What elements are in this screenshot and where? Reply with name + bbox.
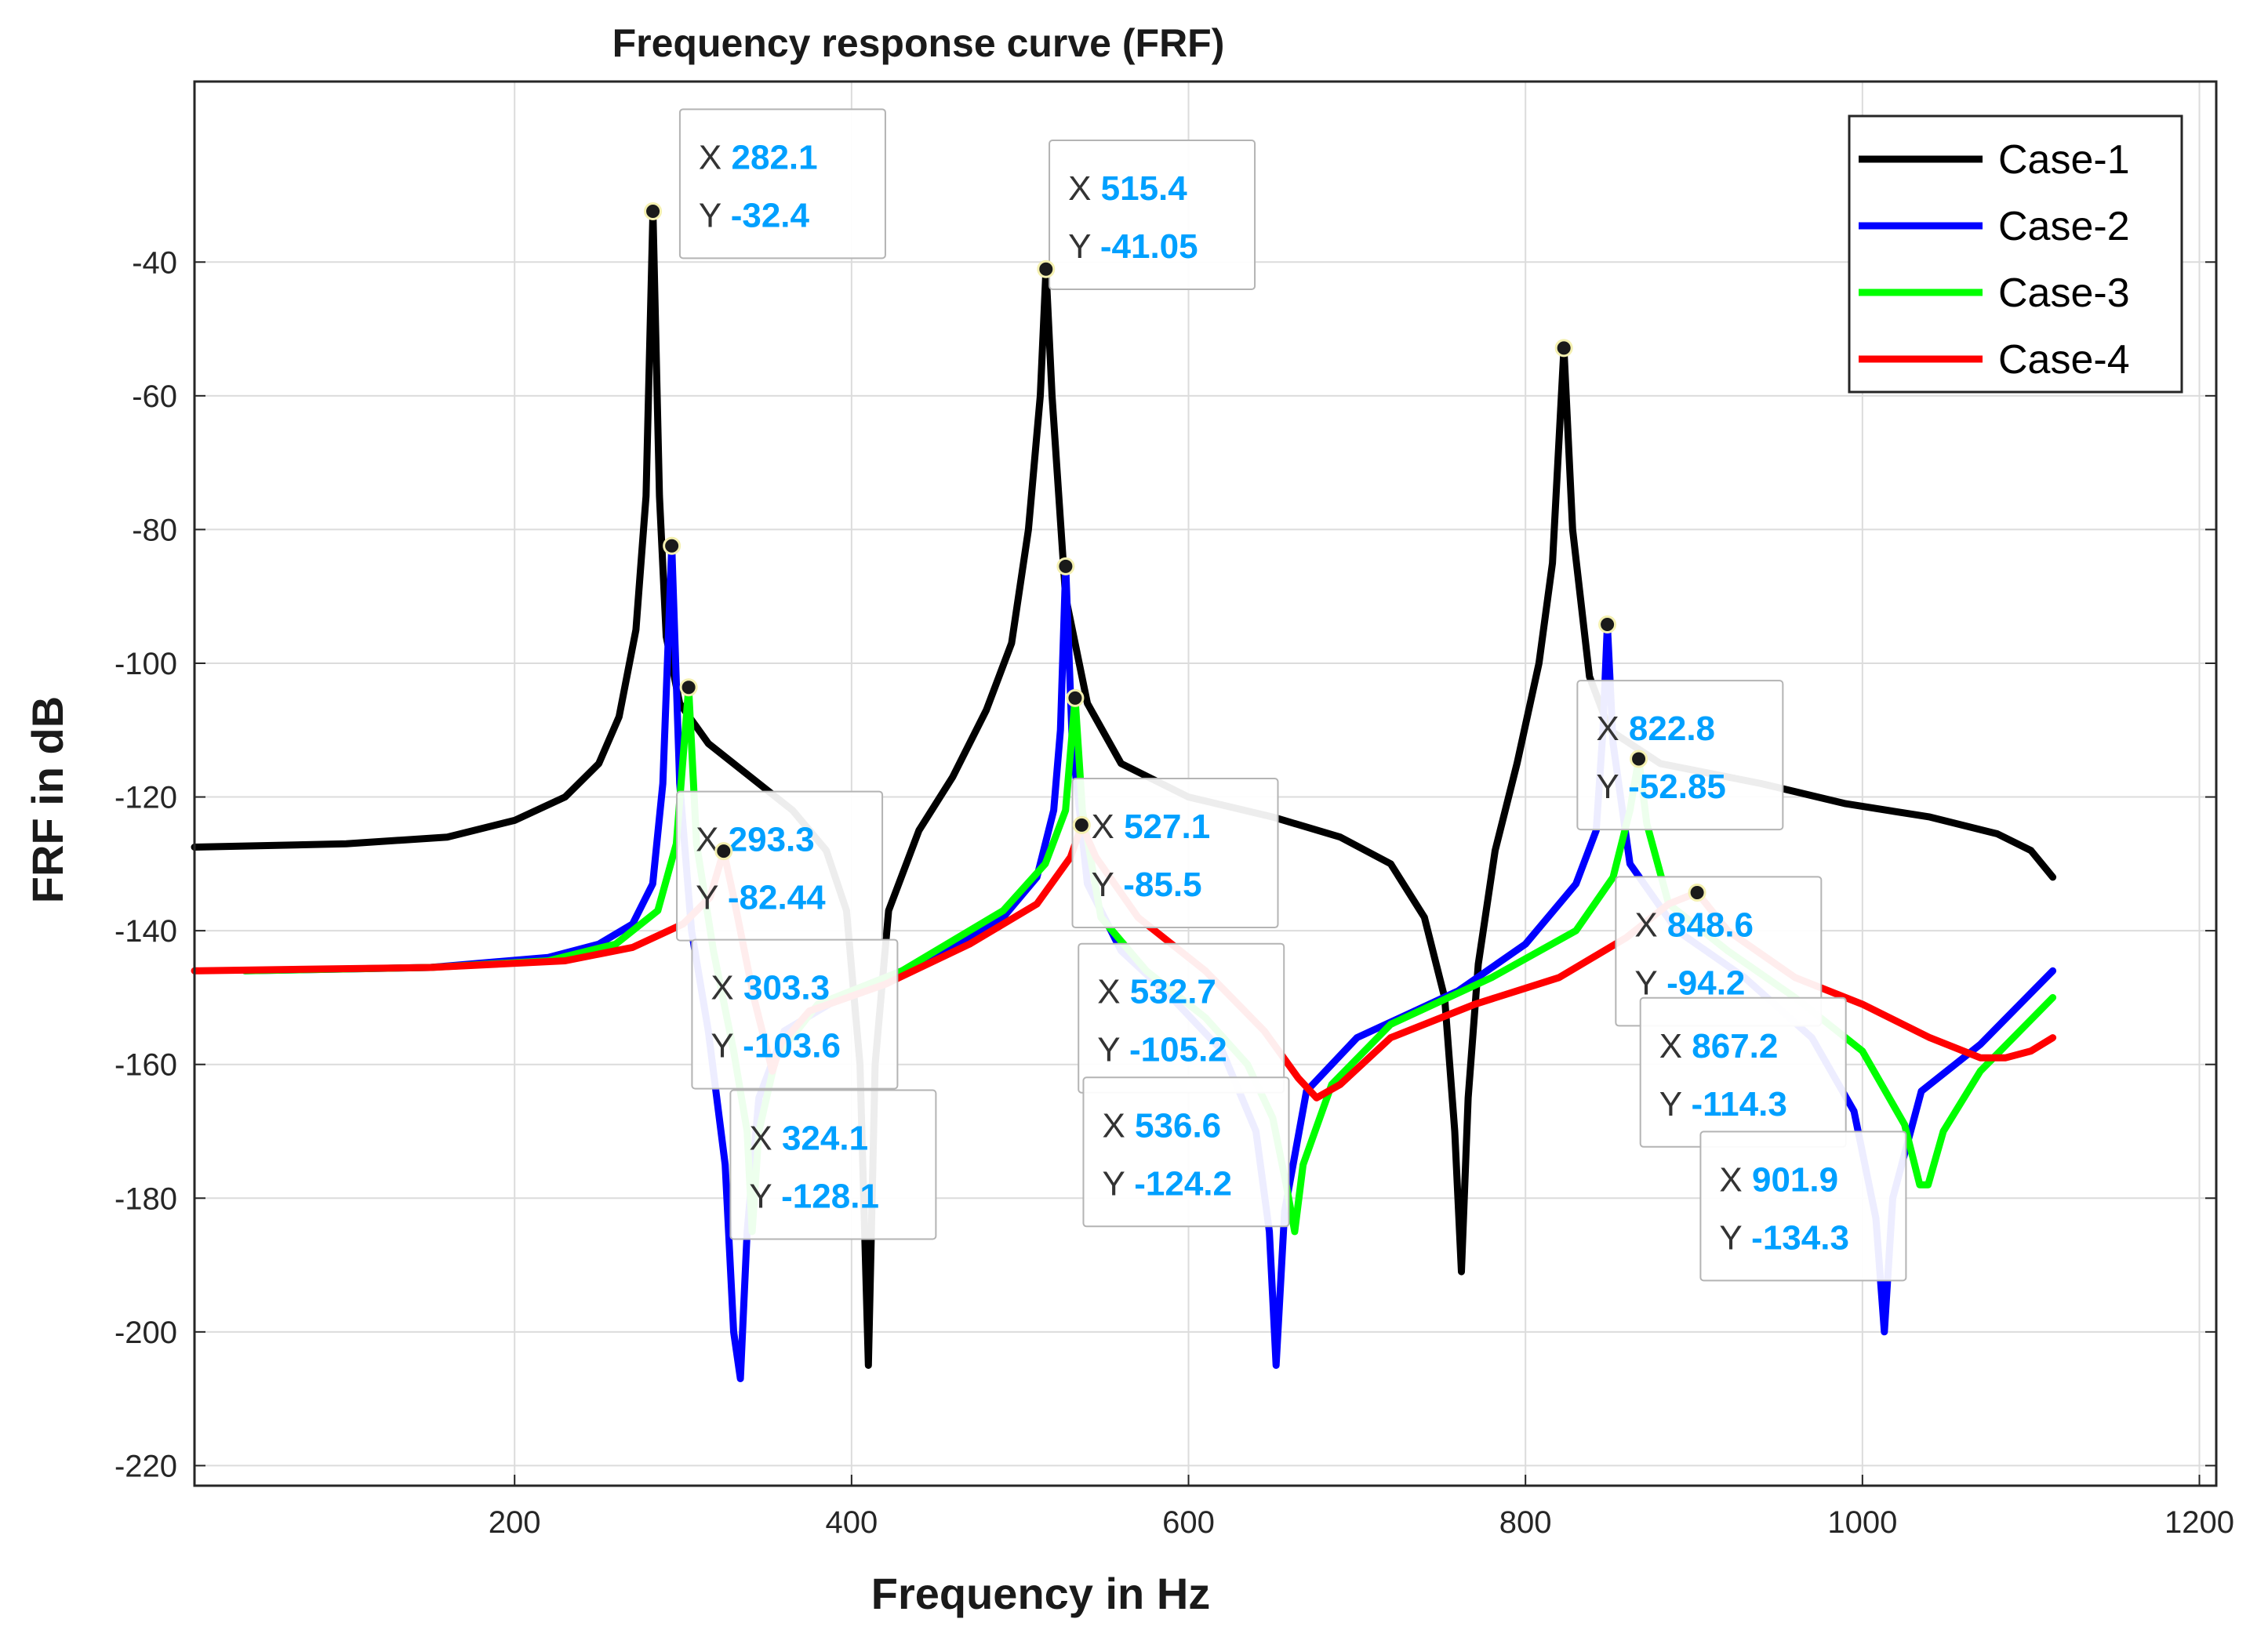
datatip-marker[interactable] xyxy=(1072,815,1091,834)
datatips: X 282.1 Y -32.4 X 515.4 Y -41.05 X 822.8 Y -5… xyxy=(644,108,1907,1282)
datatip-y-row: Y -82.44 xyxy=(696,879,826,917)
datatip[interactable]: X 293.3 Y -82.44 xyxy=(663,536,884,942)
legend: Case-1 Case-2 Case-3 Case-4 xyxy=(1848,114,2183,394)
datatip-x-row: X 536.6 xyxy=(1102,1106,1221,1145)
x-tick-label: 1200 xyxy=(2164,1505,2234,1540)
datatip-x-row: X 282.1 xyxy=(699,138,818,176)
datatip-marker[interactable] xyxy=(644,201,663,220)
legend-item-case-3[interactable]: Case-3 xyxy=(1859,270,2130,316)
plot-frame xyxy=(193,80,2218,1487)
datatip-x-row: X 303.3 xyxy=(711,969,830,1007)
datatip-x-row: X 848.6 xyxy=(1634,906,1754,944)
datatip-marker[interactable] xyxy=(714,842,733,861)
x-tick-label: 600 xyxy=(1162,1505,1215,1540)
datatip[interactable]: X 282.1 Y -32.4 xyxy=(644,108,886,260)
datatip-y-row: Y -105.2 xyxy=(1097,1031,1227,1069)
datatip-y-row: Y -134.3 xyxy=(1719,1218,1849,1257)
datatip-y-row: Y -103.6 xyxy=(711,1027,841,1065)
datatip[interactable]: X 536.6 Y -124.2 xyxy=(1072,815,1290,1228)
datatip-x-row: X 867.2 xyxy=(1659,1027,1779,1065)
x-tick-label: 400 xyxy=(825,1505,878,1540)
datatip[interactable]: X 515.4 Y -41.05 xyxy=(1037,139,1256,290)
datatip-marker[interactable] xyxy=(1554,339,1573,358)
datatip-x-row: X 527.1 xyxy=(1091,808,1210,846)
legend-item-case-2[interactable]: Case-2 xyxy=(1859,204,2130,249)
datatip-box xyxy=(1699,1131,1907,1282)
y-tick-label: -100 xyxy=(114,647,177,681)
datatip[interactable]: X 848.6 Y -94.2 xyxy=(1598,615,1823,1027)
chart-title: Frequency response curve (FRF) xyxy=(612,21,1225,65)
datatip-y-row: Y -124.2 xyxy=(1102,1164,1232,1203)
datatip[interactable]: X 532.7 Y -105.2 xyxy=(1066,688,1285,1094)
y-tick-label: -200 xyxy=(114,1316,177,1350)
datatip-box xyxy=(691,938,899,1090)
datatip[interactable]: X 324.1 Y -128.1 xyxy=(714,842,937,1240)
datatip-y-row: Y -128.1 xyxy=(749,1177,879,1215)
datatip-x-row: X 293.3 xyxy=(696,821,815,859)
datatip-y-row: Y -114.3 xyxy=(1659,1085,1787,1123)
legend-item-case-4[interactable]: Case-4 xyxy=(1859,337,2130,383)
datatip-box xyxy=(1071,778,1279,929)
series-line-case-1 xyxy=(191,208,2057,1369)
datatip-marker[interactable] xyxy=(679,678,698,697)
datatip[interactable]: X 527.1 Y -85.5 xyxy=(1056,557,1279,929)
x-tick-label: 800 xyxy=(1499,1505,1552,1540)
datatip[interactable]: X 822.8 Y -52.85 xyxy=(1554,339,1784,831)
datatip-box xyxy=(1049,139,1256,290)
datatip-marker[interactable] xyxy=(1066,688,1085,707)
legend-label: Case-3 xyxy=(1998,270,2130,316)
y-tick-label: -80 xyxy=(132,513,177,547)
datatip-marker[interactable] xyxy=(1056,557,1075,575)
datatip-box xyxy=(1576,680,1784,831)
legend-label: Case-4 xyxy=(1998,337,2130,383)
axis-ticks: 200 400 600 800 1000 1200 -40 -60 -80 -100 -120 -14… xyxy=(114,245,2234,1540)
datatip-y-row: Y -85.5 xyxy=(1091,866,1201,904)
datatip-marker[interactable] xyxy=(1598,615,1617,634)
y-tick-label: -120 xyxy=(114,781,177,815)
datatip-marker[interactable] xyxy=(1630,750,1648,768)
datatip[interactable]: X 901.9 Y -134.3 xyxy=(1688,884,1907,1282)
x-tick-label: 1000 xyxy=(1827,1505,1897,1540)
datatip[interactable]: X 303.3 Y -103.6 xyxy=(679,678,899,1090)
datatip-marker[interactable] xyxy=(1688,884,1706,902)
datatip-x-row: X 324.1 xyxy=(749,1119,868,1157)
datatip-x-row: X 901.9 xyxy=(1719,1160,1838,1199)
y-tick-label: -60 xyxy=(132,379,177,414)
datatip-box xyxy=(676,790,884,942)
datatip-y-row: Y -41.05 xyxy=(1068,227,1198,266)
datatip-y-row: Y -52.85 xyxy=(1596,768,1726,806)
datatip[interactable]: X 867.2 Y -114.3 xyxy=(1630,750,1847,1148)
legend-item-case-1[interactable]: Case-1 xyxy=(1859,137,2130,183)
x-axis-label: Frequency in Hz xyxy=(871,1569,1211,1618)
datatip-y-row: Y -94.2 xyxy=(1634,964,1745,1002)
datatip-box xyxy=(729,1089,937,1240)
datatip-box xyxy=(1639,996,1847,1148)
datatip-y-row: Y -32.4 xyxy=(699,196,810,234)
legend-label: Case-2 xyxy=(1998,204,2130,249)
datatip-x-row: X 532.7 xyxy=(1097,973,1216,1011)
y-tick-label: -160 xyxy=(114,1048,177,1083)
legend-label: Case-1 xyxy=(1998,137,2130,183)
datatip-marker[interactable] xyxy=(663,536,681,555)
datatip-marker[interactable] xyxy=(1037,260,1056,278)
datatip-box xyxy=(1082,1076,1290,1228)
y-tick-label: -40 xyxy=(132,245,177,280)
y-tick-label: -140 xyxy=(114,914,177,949)
y-axis-label: FRF in dB xyxy=(23,696,72,903)
x-tick-label: 200 xyxy=(489,1505,541,1540)
datatip-box xyxy=(1078,942,1285,1094)
y-tick-label: -180 xyxy=(114,1181,177,1216)
y-tick-label: -220 xyxy=(114,1449,177,1483)
datatip-x-row: X 822.8 xyxy=(1596,710,1715,748)
datatip-box xyxy=(678,108,886,260)
datatip-x-row: X 515.4 xyxy=(1068,169,1187,208)
